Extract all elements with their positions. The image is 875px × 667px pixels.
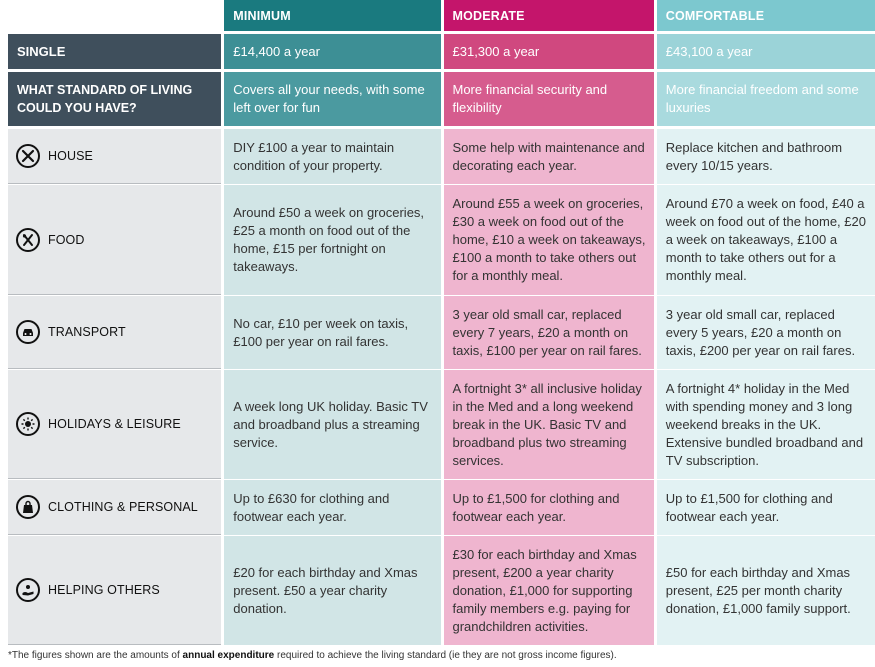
standard-row: WHAT STANDARD OF LIVING COULD YOU HAVE? … [8, 72, 875, 126]
footnote-bold-text: annual expenditure [182, 650, 275, 661]
standard-moderate: More financial security and flexibility [443, 72, 654, 126]
table-row-helping-others: HELPING OTHERS £20 for each birthday and… [8, 536, 875, 646]
category-rows: HOUSE DIY £100 a year to maintain condit… [8, 129, 875, 646]
house-comfortable: Replace kitchen and bathroom every 10/15… [656, 129, 875, 184]
row-label: HOUSE [48, 149, 93, 163]
holidays-comfortable: A fortnight 4* holiday in the Med with s… [656, 370, 875, 479]
single-row: SINGLE £14,400 a year £31,300 a year £43… [8, 34, 875, 69]
food-minimum: Around £50 a week on groceries, £25 a mo… [224, 185, 441, 295]
table-row-clothing: CLOTHING & PERSONAL Up to £630 for cloth… [8, 480, 875, 536]
single-label: SINGLE [8, 34, 222, 69]
header-row: MINIMUM MODERATE COMFORTABLE [8, 0, 875, 31]
table-row-house: HOUSE DIY £100 a year to maintain condit… [8, 129, 875, 185]
row-label-cell: CLOTHING & PERSONAL [8, 480, 222, 535]
single-minimum: £14,400 a year [224, 34, 441, 69]
single-comfortable: £43,100 a year [656, 34, 875, 69]
footnote: *The figures shown are the amounts of an… [8, 650, 617, 661]
standard-label: WHAT STANDARD OF LIVING COULD YOU HAVE? [8, 72, 222, 126]
car-icon [16, 320, 40, 344]
house-minimum: DIY £100 a year to maintain condition of… [224, 129, 441, 184]
row-label-cell: TRANSPORT [8, 296, 222, 369]
house-moderate: Some help with maintenance and decoratin… [443, 129, 654, 184]
tools-icon [16, 144, 40, 168]
row-label: HOLIDAYS & LEISURE [48, 417, 181, 431]
footnote-text-after: required to achieve the living standard … [274, 650, 617, 661]
header-minimum: MINIMUM [224, 0, 441, 31]
clothing-moderate: Up to £1,500 for clothing and footwear e… [443, 480, 654, 535]
living-standards-table: MINIMUM MODERATE COMFORTABLE SINGLE £14,… [8, 0, 875, 646]
row-label-cell: HOUSE [8, 129, 222, 184]
holidays-minimum: A week long UK holiday. Basic TV and bro… [224, 370, 441, 479]
food-comfortable: Around £70 a week on food, £40 a week on… [656, 185, 875, 295]
row-label-cell: FOOD [8, 185, 222, 295]
row-label: CLOTHING & PERSONAL [48, 500, 198, 514]
helping-moderate: £30 for each birthday and Xmas present, … [443, 536, 654, 645]
header-moderate: MODERATE [443, 0, 654, 31]
single-moderate: £31,300 a year [443, 34, 654, 69]
transport-comfortable: 3 year old small car, replaced every 5 y… [656, 296, 875, 369]
header-empty-cell [8, 0, 221, 31]
cutlery-icon [16, 227, 40, 252]
clothing-comfortable: Up to £1,500 for clothing and footwear e… [656, 480, 875, 535]
header-comfortable: COMFORTABLE [656, 0, 875, 31]
sun-icon [16, 412, 40, 436]
food-moderate: Around £55 a week on groceries, £30 a we… [443, 185, 654, 295]
helping-comfortable: £50 for each birthday and Xmas present, … [656, 536, 875, 645]
table-row-holidays: HOLIDAYS & LEISURE A week long UK holida… [8, 370, 875, 480]
helping-minimum: £20 for each birthday and Xmas present. … [224, 536, 441, 645]
row-label-cell: HOLIDAYS & LEISURE [8, 370, 222, 479]
table-row-transport: TRANSPORT No car, £10 per week on taxis,… [8, 296, 875, 370]
footnote-text-before: *The figures shown are the amounts of [8, 650, 183, 661]
transport-moderate: 3 year old small car, replaced every 7 y… [443, 296, 654, 369]
shopping-bag-icon [16, 495, 40, 519]
standard-comfortable: More financial freedom and some luxuries [656, 72, 875, 126]
transport-minimum: No car, £10 per week on taxis, £100 per … [224, 296, 441, 369]
helping-hand-icon [16, 578, 40, 602]
row-label: FOOD [48, 232, 85, 247]
row-label-cell: HELPING OTHERS [8, 536, 222, 645]
clothing-minimum: Up to £630 for clothing and footwear eac… [224, 480, 441, 535]
row-label: TRANSPORT [48, 325, 126, 339]
holidays-moderate: A fortnight 3* all inclusive holiday in … [443, 370, 654, 479]
standard-minimum: Covers all your needs, with some left ov… [224, 72, 441, 126]
table-row-food: FOOD Around £50 a week on groceries, £25… [8, 185, 875, 296]
row-label: HELPING OTHERS [48, 583, 160, 597]
